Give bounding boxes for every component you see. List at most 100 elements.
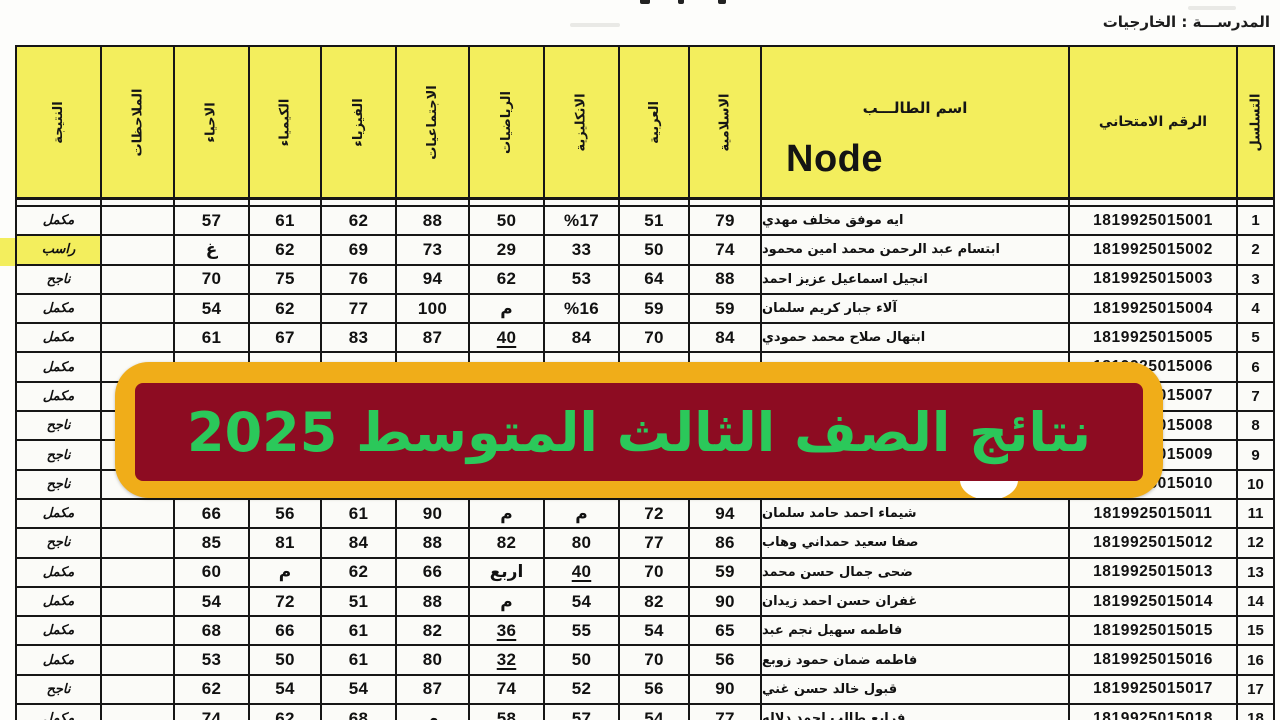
biology-cell: 70 xyxy=(175,265,250,295)
header-chemistry: الكيمياء xyxy=(250,47,322,197)
chemistry-cell: 61 xyxy=(250,207,322,237)
social-cell: 87 xyxy=(397,675,470,706)
islamic-cell: 79 xyxy=(690,207,762,237)
header-chemistry-label: الكيمياء xyxy=(277,98,293,146)
chemistry-cell: 75 xyxy=(250,265,322,295)
serial-cell: 8 xyxy=(1238,412,1275,442)
scan-artifact xyxy=(1188,6,1236,10)
serial-cell: 18 xyxy=(1238,705,1275,720)
result-cell: مكمل xyxy=(17,382,102,413)
notes-cell xyxy=(102,324,175,354)
exam_no-cell: 1819925015005 xyxy=(1070,324,1238,354)
school-label: المدرســـة : الخارجيات xyxy=(1102,13,1270,31)
result-cell: مكمل xyxy=(17,324,102,354)
name-cell: فاطمه ضمان حمود زوبع xyxy=(762,646,1070,676)
spacer-cell xyxy=(102,200,175,207)
header-name-label: اسم الطالـــب xyxy=(862,99,968,117)
chemistry-cell: 66 xyxy=(250,617,322,647)
serial-cell: 2 xyxy=(1238,236,1275,266)
arabic-cell: 64 xyxy=(620,265,690,295)
islamic-cell: 59 xyxy=(690,294,762,325)
header-math: الرياضيات xyxy=(470,47,545,197)
chemistry-cell: 81 xyxy=(250,529,322,559)
header-name: اسم الطالـــب xyxy=(762,47,1070,197)
header-arabic: العربية xyxy=(620,47,690,197)
header-exam_no-label: الرقم الامتحاني xyxy=(1098,114,1208,130)
serial-cell: 15 xyxy=(1238,617,1275,647)
notes-cell xyxy=(102,499,175,530)
notes-cell xyxy=(102,646,175,676)
header-serial-label: التسلسل xyxy=(1248,92,1264,152)
header-social: الاجتماعيات xyxy=(397,47,470,197)
name-cell: ايه موفق مخلف مهدي xyxy=(762,207,1070,237)
spacer-cell xyxy=(470,200,545,207)
result-cell: مكمل xyxy=(17,617,102,647)
result-cell: مكمل xyxy=(17,499,102,530)
chemistry-cell: 62 xyxy=(250,236,322,266)
biology-cell: غ xyxy=(175,236,250,266)
exam_no-cell: 1819925015002 xyxy=(1070,236,1238,266)
notes-cell xyxy=(102,294,175,325)
english-cell: 33 xyxy=(545,236,620,266)
serial-cell: 16 xyxy=(1238,646,1275,676)
islamic-cell: 90 xyxy=(690,675,762,706)
arabic-cell: 51 xyxy=(620,207,690,237)
islamic-cell: 77 xyxy=(690,705,762,720)
math-cell: 74 xyxy=(470,675,545,706)
spacer-cell xyxy=(762,200,1070,207)
header-exam_no: الرقم الامتحاني xyxy=(1070,47,1238,197)
chemistry-cell: 50 xyxy=(250,646,322,676)
chemistry-cell: 62 xyxy=(250,294,322,325)
result-cell: مكمل xyxy=(17,558,102,588)
chemistry-cell: 62 xyxy=(250,705,322,720)
spacer-cell xyxy=(397,200,470,207)
spacer-cell xyxy=(545,200,620,207)
biology-cell: 68 xyxy=(175,617,250,647)
islamic-cell: 90 xyxy=(690,587,762,618)
physics-cell: 51 xyxy=(322,587,397,618)
english-cell: %16 xyxy=(545,294,620,325)
social-cell: 66 xyxy=(397,558,470,588)
notes-cell xyxy=(102,617,175,647)
biology-cell: 57 xyxy=(175,207,250,237)
english-cell: 50 xyxy=(545,646,620,676)
arabic-cell: 56 xyxy=(620,675,690,706)
social-cell: م xyxy=(397,705,470,720)
serial-cell: 10 xyxy=(1238,470,1275,500)
math-cell: 82 xyxy=(470,529,545,559)
english-cell: 80 xyxy=(545,529,620,559)
result-cell: ناجح xyxy=(17,529,102,559)
result-cell: مكمل xyxy=(17,587,102,618)
islamic-cell: 94 xyxy=(690,499,762,530)
name-cell: قبول خالد حسن غني xyxy=(762,675,1070,706)
social-cell: 94 xyxy=(397,265,470,295)
serial-cell: 12 xyxy=(1238,529,1275,559)
serial-cell: 14 xyxy=(1238,587,1275,618)
notes-cell xyxy=(102,236,175,266)
islamic-cell: 74 xyxy=(690,236,762,266)
notes-cell xyxy=(102,207,175,237)
islamic-cell: 86 xyxy=(690,529,762,559)
biology-cell: 62 xyxy=(175,675,250,706)
serial-cell: 9 xyxy=(1238,441,1275,471)
serial-cell: 7 xyxy=(1238,382,1275,413)
result-cell: راسب xyxy=(17,236,102,266)
arabic-cell: 50 xyxy=(620,236,690,266)
exam_no-cell: 1819925015014 xyxy=(1070,587,1238,618)
physics-cell: 69 xyxy=(322,236,397,266)
chemistry-cell: 67 xyxy=(250,324,322,354)
social-cell: 88 xyxy=(397,207,470,237)
result-cell: ناجح xyxy=(17,441,102,471)
serial-cell: 3 xyxy=(1238,265,1275,295)
scan-artifact xyxy=(570,23,620,27)
exam_no-cell: 1819925015004 xyxy=(1070,294,1238,325)
biology-cell: 85 xyxy=(175,529,250,559)
header-notes-label: الملاحظات xyxy=(130,88,145,156)
social-cell: 100 xyxy=(397,294,470,325)
arabic-cell: 70 xyxy=(620,558,690,588)
name-cell: شيماء احمد حامد سلمان xyxy=(762,499,1070,530)
spacer-cell xyxy=(690,200,762,207)
islamic-cell: 88 xyxy=(690,265,762,295)
arabic-cell: 77 xyxy=(620,529,690,559)
physics-cell: 62 xyxy=(322,558,397,588)
